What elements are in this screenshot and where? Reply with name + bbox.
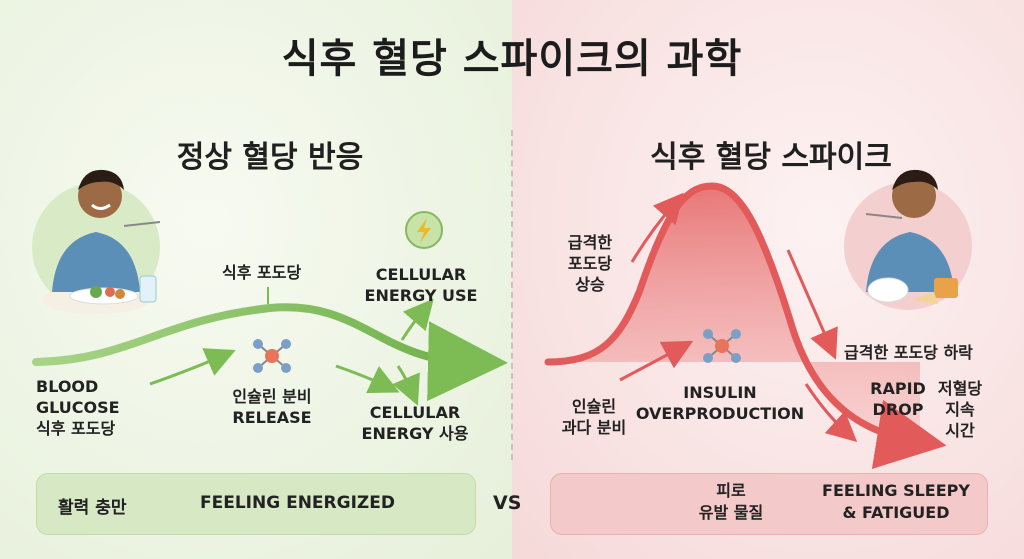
center-divider [511, 130, 513, 460]
molecule-icon [703, 329, 741, 363]
label-insulin-overproduction-en: INSULIN OVERPRODUCTION [632, 382, 808, 424]
molecule-icon [253, 339, 291, 373]
arrow-insulin [619, 340, 694, 382]
page-title: 식후 혈당 스파이크의 과학 [281, 36, 743, 82]
label-line: 포도당 [567, 254, 613, 273]
label-blood-glucose: BLOOD GLUCOSE 식후 포도당 [36, 376, 120, 439]
lightning-icon [405, 211, 443, 249]
label-line: 급격한 [567, 233, 613, 252]
label-rapid-fall: 급격한 포도당 하락 [844, 343, 973, 362]
label-line: RAPID [870, 379, 926, 398]
arrow-energy-up [400, 298, 434, 341]
normal-glucose-curve [32, 303, 508, 402]
label-line: 식후 포도당 [36, 419, 116, 438]
label-line: 상승 [575, 275, 605, 294]
label-line: ENERGY USE [364, 286, 478, 305]
vs-label: VS [493, 492, 522, 514]
label-rapid-drop: RAPID DROP [868, 378, 928, 420]
label-line: OVERPRODUCTION [635, 404, 805, 423]
label-rapid-rise: 급격한 포도당 상승 [560, 232, 620, 295]
arrow-glucose-in [149, 348, 236, 386]
label-line: 피로 [716, 481, 746, 500]
label-line: ENERGY 사용 [361, 424, 469, 443]
right-subtitle: 식후 혈당 스파이크 [650, 140, 892, 175]
label-line: BLOOD [36, 377, 99, 396]
arrow-rapid-fall [786, 249, 838, 360]
label-energy-usage: CELLULAR ENERGY 사용 [350, 402, 480, 444]
energized-label-en: FEELING ENERGIZED [200, 493, 395, 513]
label-line: & FATIGUED [842, 503, 950, 522]
label-insulin-release: 인슐린 분비 RELEASE [222, 386, 322, 428]
label-line: 저혈당 [937, 379, 983, 398]
arrow-rapid-rise [630, 192, 684, 263]
label-line: 인슐린 분비 [232, 387, 312, 406]
label-line: INSULIN [683, 383, 757, 402]
label-line: RELEASE [232, 408, 312, 427]
person-eating-icon [844, 169, 972, 310]
energized-label-ko: 활력 충만 [58, 498, 127, 518]
arrow-energy-down [392, 365, 420, 406]
label-post-meal-glucose: 식후 포도당 [222, 263, 302, 282]
fatigued-bar [550, 473, 988, 535]
label-line: CELLULAR [375, 265, 467, 284]
energized-bar [36, 473, 476, 535]
label-hypo-duration: 저혈당 지속 시간 [930, 378, 990, 441]
label-line: 인슐린 [571, 397, 617, 416]
left-subtitle: 정상 혈당 반응 [176, 140, 364, 175]
arrow-drop [804, 383, 858, 443]
fatigue-substance-label: 피로 유발 물질 [686, 480, 776, 524]
label-line: DROP [872, 400, 924, 419]
spike-glucose-curve [544, 182, 947, 469]
label-line: 유발 물질 [698, 503, 764, 522]
label-line: 지속 [945, 400, 975, 419]
label-line: 과다 분비 [561, 418, 627, 437]
spike-area [548, 186, 920, 440]
label-line: FEELING SLEEPY [822, 481, 970, 500]
label-line: CELLULAR [369, 403, 461, 422]
fatigued-label-en: FEELING SLEEPY & FATIGUED [818, 480, 974, 524]
label-line: GLUCOSE [36, 398, 120, 417]
label-insulin-overproduction-ko: 인슐린 과다 분비 [554, 396, 634, 438]
label-line: 시간 [945, 421, 975, 440]
label-energy-use: CELLULAR ENERGY USE [356, 264, 486, 306]
person-eating-icon [32, 169, 161, 314]
arrow-energy-right [335, 364, 400, 394]
